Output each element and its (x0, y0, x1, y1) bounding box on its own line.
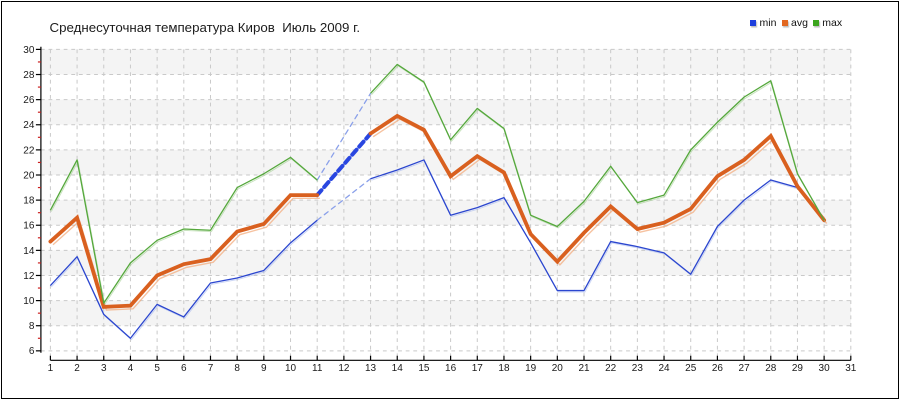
gridlines (40, 48, 852, 356)
interpolated-max (316, 92, 372, 181)
x-tick-label: 14 (392, 363, 404, 374)
legend-swatch-max (812, 20, 819, 26)
y-tick-label: 24 (23, 120, 35, 131)
x-tick-label: 20 (552, 363, 564, 374)
x-tick-label: 30 (819, 363, 831, 374)
y-tick-label: 6 (29, 346, 35, 357)
x-tick-label: 4 (128, 363, 134, 374)
y-tick-label: 14 (23, 246, 35, 257)
series-avg-line (48, 113, 828, 311)
interpolated-min (316, 178, 372, 221)
legend-item-avg: avg (781, 17, 808, 29)
plot-band (40, 74, 851, 100)
series-line (370, 63, 825, 228)
x-tick-label: 6 (181, 363, 187, 374)
x-tick-label: 21 (578, 363, 590, 374)
x-tick-label: 15 (418, 363, 430, 374)
y-tick-label: 28 (23, 70, 35, 81)
x-tick-label: 28 (765, 363, 777, 374)
legend-swatch-min (750, 20, 756, 26)
series-line (49, 156, 318, 304)
x-tick-label: 9 (261, 363, 267, 374)
series-min-line (49, 159, 826, 341)
x-tick-label: 8 (234, 363, 240, 374)
y-tick-label: 26 (23, 95, 35, 106)
legend-item-max: max (812, 17, 843, 29)
plot-band (40, 300, 851, 326)
x-tick-label: 11 (312, 363, 323, 374)
plot-band (40, 175, 851, 201)
x-tick-label: 18 (498, 363, 510, 374)
y-tick-label: 20 (23, 170, 35, 181)
interpolated-avg (315, 131, 373, 198)
y-tick-label: 12 (23, 271, 35, 282)
x-tick-label: 5 (154, 363, 160, 374)
chart-title: Среднесуточная температура Киров Июль 20… (49, 20, 361, 36)
series-line (370, 159, 825, 292)
x-tick-label: 26 (712, 363, 724, 374)
y-tick-label: 10 (23, 296, 35, 307)
x-tick-label: 25 (685, 363, 697, 374)
y-tick-label: 30 (23, 45, 35, 56)
x-tick-label: 29 (792, 363, 804, 374)
x-tick-label: 16 (445, 363, 457, 374)
x-tick-label: 31 (845, 363, 857, 374)
x-tick-label: 3 (101, 363, 107, 374)
legend-label-avg: avg (791, 17, 808, 29)
plot-band (40, 275, 851, 301)
y-axis: 6 8 10 12 14 16 18 20 22 24 26 28 30 (23, 45, 42, 357)
y-tick-label: 18 (23, 196, 35, 207)
y-tick-label: 8 (29, 321, 35, 332)
x-tick-label: 17 (472, 363, 484, 374)
plot-band (40, 99, 851, 125)
plot-band (40, 49, 851, 75)
x-tick-label: 24 (658, 363, 670, 374)
plot-bands (40, 49, 851, 351)
x-tick-label: 19 (525, 363, 537, 374)
series-line (49, 219, 318, 339)
x-axis: 1 2 3 4 5 6 7 8 9 10 11 12 13 14 15 16 17 18 19 20 21 22 23 24 2… (48, 355, 857, 374)
x-tick-label: 22 (605, 363, 617, 374)
x-tick-label: 13 (365, 363, 377, 374)
y-tick-label: 22 (23, 145, 35, 156)
x-tick-label: 7 (208, 363, 214, 374)
x-tick-label: 1 (48, 363, 54, 374)
legend-label-min: min (759, 17, 777, 29)
series-max-line (49, 63, 826, 306)
x-tick-label: 23 (632, 363, 644, 374)
x-tick-label: 2 (74, 363, 80, 374)
legend-label-max: max (822, 17, 843, 29)
plot-band (40, 325, 851, 351)
x-tick-label: 27 (739, 363, 751, 374)
series-line (48, 193, 320, 309)
x-tick-label: 12 (338, 363, 350, 374)
legend-swatch-avg (781, 20, 788, 26)
x-tick-label: 10 (285, 363, 297, 374)
series-line (368, 113, 827, 265)
y-tick-label: 16 (23, 221, 35, 232)
legend-item-min: min (750, 17, 776, 29)
interpolated-segments (315, 92, 373, 221)
